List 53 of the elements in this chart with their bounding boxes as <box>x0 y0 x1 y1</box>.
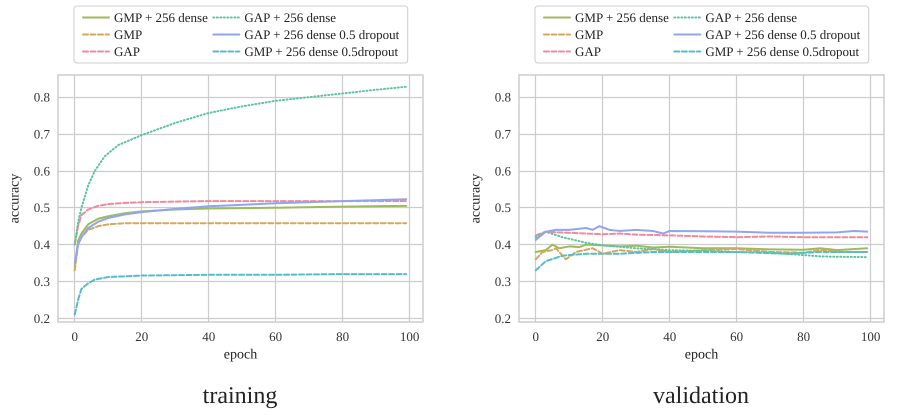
x-tick-label: 80 <box>336 329 350 344</box>
x-tick-label: 100 <box>400 329 420 344</box>
y-axis-title: accuracy <box>8 174 22 224</box>
y-tick-label: 0.4 <box>494 237 512 252</box>
y-tick-label: 0.7 <box>34 126 50 142</box>
legend-label: GAP + 256 dense 0.5 dropout <box>705 27 861 42</box>
y-tick-label: 0.3 <box>494 274 511 289</box>
line-series <box>534 250 868 272</box>
y-tick-label: 0.5 <box>494 200 511 216</box>
x-tick-label: 20 <box>596 329 610 344</box>
x-tick-label: 100 <box>860 329 880 344</box>
line-series <box>534 247 868 260</box>
line-series <box>74 222 408 272</box>
text: validation <box>653 383 749 409</box>
y-tick-label: 0.8 <box>34 90 50 105</box>
y-tick-label: 0.8 <box>494 90 511 105</box>
line-series <box>534 230 868 258</box>
x-tick-label: 60 <box>269 329 282 344</box>
x-axis-title: epoch <box>224 347 258 362</box>
line-series <box>534 225 868 241</box>
x-axis-title: epoch <box>684 347 718 362</box>
line-series <box>74 273 408 316</box>
line-series <box>74 86 408 246</box>
y-axis-title: accuracy <box>468 174 484 224</box>
legend-label: GMP + 256 dense 0.5dropout <box>705 44 860 59</box>
x-tick-label: 0 <box>71 329 78 344</box>
x-tick-label: 80 <box>797 329 810 344</box>
x-tick-label: 0 <box>532 329 539 344</box>
y-tick-label: 0.6 <box>34 163 50 178</box>
legend-label: GMP <box>575 27 604 42</box>
x-tick-label: 40 <box>202 329 216 344</box>
legend-label: GMP + 256 dense <box>114 10 208 25</box>
y-tick-label: 0.7 <box>494 126 512 142</box>
y-tick-label: 0.4 <box>34 237 50 252</box>
x-tick-label: 40 <box>663 329 676 344</box>
x-tick-label: 20 <box>135 329 148 344</box>
y-tick-label: 0.6 <box>494 163 512 178</box>
legend-label: GAP <box>114 44 140 59</box>
x-tick-label: 60 <box>730 329 744 344</box>
legend-label: GAP + 256 dense 0.5 dropout <box>244 27 400 42</box>
y-tick-label: 0.2 <box>494 310 511 326</box>
legend-label: GMP + 256 dense 0.5dropout <box>244 44 399 59</box>
y-tick-label: 0.2 <box>34 310 50 326</box>
legend-label: GMP + 256 dense <box>575 10 670 25</box>
legend-label: GMP <box>114 27 142 42</box>
legend-label: GAP + 256 dense <box>244 10 336 25</box>
legend-label: GAP + 256 dense <box>705 10 798 25</box>
y-tick-label: 0.5 <box>34 200 50 216</box>
text: training <box>202 383 278 409</box>
legend-label: GAP <box>575 44 602 59</box>
line-series <box>534 244 868 253</box>
line-series <box>74 200 408 246</box>
y-tick-label: 0.3 <box>34 274 50 289</box>
